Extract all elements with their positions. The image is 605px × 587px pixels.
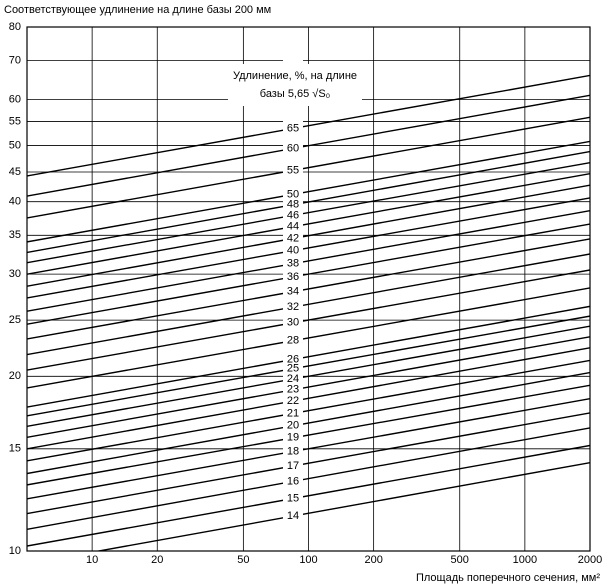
- line: [27, 384, 590, 486]
- line: [27, 347, 590, 450]
- line: [27, 287, 590, 389]
- line-label: 28: [287, 335, 299, 347]
- line: [27, 74, 590, 177]
- line-label: 42: [287, 232, 299, 244]
- x-tick-label: 1000: [513, 554, 537, 566]
- x-tick-label: 2000: [578, 554, 602, 566]
- line-label: 21: [287, 407, 299, 419]
- line-label: 65: [287, 122, 299, 134]
- line: [27, 398, 590, 500]
- x-tick-label: 500: [451, 554, 469, 566]
- line-label: 46: [287, 209, 299, 221]
- plot-frame: [26, 26, 591, 552]
- line: [27, 150, 590, 254]
- x-tick-label: 20: [151, 554, 163, 566]
- y-tick-label: 70: [9, 55, 21, 67]
- line: [94, 461, 590, 551]
- line-label: 16: [287, 475, 299, 487]
- line-label: 22: [287, 395, 299, 407]
- line: [27, 209, 590, 312]
- line: [27, 223, 590, 325]
- y-tick-label: 35: [9, 229, 21, 241]
- line-label: 48: [287, 199, 299, 211]
- y-tick-label: 15: [9, 443, 21, 455]
- note-line: Удлинение, %, на длине: [233, 70, 357, 82]
- line: [27, 197, 590, 299]
- line-label: 32: [287, 301, 299, 313]
- x-tick-label: 100: [299, 554, 317, 566]
- line: [27, 184, 590, 287]
- y-tick-label: 10: [9, 545, 21, 557]
- line-label: 14: [287, 510, 299, 522]
- line-label: 60: [287, 142, 299, 154]
- line-label: 19: [287, 432, 299, 444]
- note-box: [228, 64, 362, 106]
- y-tick-label: 80: [9, 21, 21, 33]
- line-label: 44: [287, 221, 299, 233]
- line-label: 25: [287, 363, 299, 375]
- y-tick-label: 50: [9, 139, 21, 151]
- line: [27, 427, 590, 530]
- line: [27, 412, 590, 515]
- line: [27, 305, 590, 408]
- line-label: 26: [287, 353, 299, 365]
- line: [27, 359, 590, 462]
- line: [27, 269, 590, 371]
- x-axis-label: Площадь поперечного сечения, мм²: [416, 572, 600, 584]
- line: [27, 116, 590, 219]
- line-label: 34: [287, 286, 299, 298]
- line: [27, 336, 590, 439]
- gap: [283, 27, 303, 527]
- line: [27, 371, 590, 475]
- y-tick-label: 30: [9, 268, 21, 280]
- line: [27, 315, 590, 417]
- y-tick-label: 25: [9, 314, 21, 326]
- chart-title: Соответствующее удлинение на длине базы …: [4, 4, 271, 16]
- y-tick-label: 45: [9, 166, 21, 178]
- line: [27, 238, 590, 340]
- x-tick-label: 200: [364, 554, 382, 566]
- line-label: 40: [287, 245, 299, 257]
- y-tick-label: 60: [9, 93, 21, 105]
- x-tick-label: 10: [86, 554, 98, 566]
- line-label: 15: [287, 492, 299, 504]
- line: [27, 140, 590, 243]
- line: [27, 172, 590, 275]
- line-label: 18: [287, 445, 299, 457]
- line-label: 20: [287, 420, 299, 432]
- y-tick-label: 55: [9, 115, 21, 127]
- y-tick-label: 20: [9, 370, 21, 382]
- lines: [27, 74, 590, 551]
- line: [27, 325, 590, 428]
- line-label: 38: [287, 258, 299, 270]
- line-label: 24: [287, 373, 299, 385]
- line-label: 17: [287, 460, 299, 472]
- line-label: 50: [287, 188, 299, 200]
- line-label: 23: [287, 384, 299, 396]
- line: [27, 253, 590, 356]
- line: [27, 94, 590, 197]
- line-label: 55: [287, 164, 299, 176]
- x-tick-label: 50: [237, 554, 249, 566]
- y-tick-label: 40: [9, 196, 21, 208]
- line: [27, 444, 590, 547]
- line: [27, 161, 590, 264]
- line-label: 36: [287, 271, 299, 283]
- line-label: 30: [287, 317, 299, 329]
- note-line: базы 5,65 √S₀: [260, 88, 330, 100]
